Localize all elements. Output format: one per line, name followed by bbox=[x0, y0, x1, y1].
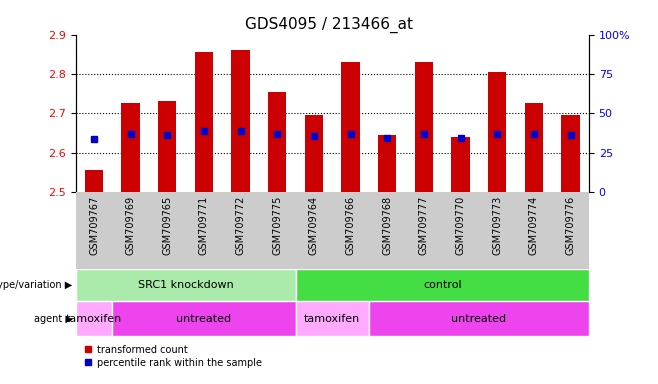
Text: GSM709768: GSM709768 bbox=[382, 196, 392, 255]
Text: GSM709775: GSM709775 bbox=[272, 196, 282, 255]
Text: GSM709770: GSM709770 bbox=[455, 196, 466, 255]
Text: untreated: untreated bbox=[176, 314, 232, 324]
Text: GSM709771: GSM709771 bbox=[199, 196, 209, 255]
Bar bbox=[378, 135, 396, 192]
Text: GSM709777: GSM709777 bbox=[419, 196, 429, 255]
Text: GSM709776: GSM709776 bbox=[566, 196, 576, 255]
Text: untreated: untreated bbox=[451, 314, 507, 324]
Text: GDS4095 / 213466_at: GDS4095 / 213466_at bbox=[245, 17, 413, 33]
Text: tamoxifen: tamoxifen bbox=[66, 314, 122, 324]
Bar bbox=[295, 301, 369, 336]
Text: tamoxifen: tamoxifen bbox=[304, 314, 361, 324]
Text: genotype/variation ▶: genotype/variation ▶ bbox=[0, 280, 72, 290]
Text: GSM709773: GSM709773 bbox=[492, 196, 502, 255]
Bar bbox=[369, 301, 589, 336]
Text: agent ▶: agent ▶ bbox=[34, 314, 72, 324]
Bar bbox=[342, 62, 360, 192]
Bar bbox=[158, 101, 176, 192]
Text: control: control bbox=[423, 280, 461, 290]
Bar bbox=[415, 62, 433, 192]
Bar bbox=[195, 52, 213, 192]
Bar bbox=[524, 103, 543, 192]
Bar bbox=[232, 50, 250, 192]
Bar bbox=[113, 301, 295, 336]
Text: GSM709765: GSM709765 bbox=[163, 196, 172, 255]
Bar bbox=[122, 103, 139, 192]
Legend: transformed count, percentile rank within the sample: transformed count, percentile rank withi… bbox=[80, 341, 266, 372]
Text: GSM709766: GSM709766 bbox=[345, 196, 355, 255]
Bar bbox=[305, 115, 323, 192]
Bar bbox=[76, 269, 295, 301]
Text: GSM709772: GSM709772 bbox=[236, 196, 245, 255]
Bar bbox=[76, 301, 113, 336]
Bar bbox=[451, 137, 470, 192]
Text: GSM709767: GSM709767 bbox=[89, 196, 99, 255]
Bar bbox=[561, 115, 580, 192]
Bar bbox=[488, 72, 507, 192]
Bar bbox=[295, 269, 589, 301]
Text: GSM709769: GSM709769 bbox=[126, 196, 136, 255]
Text: GSM709774: GSM709774 bbox=[529, 196, 539, 255]
Bar bbox=[268, 92, 286, 192]
Bar bbox=[85, 170, 103, 192]
Text: SRC1 knockdown: SRC1 knockdown bbox=[138, 280, 234, 290]
Text: GSM709764: GSM709764 bbox=[309, 196, 319, 255]
